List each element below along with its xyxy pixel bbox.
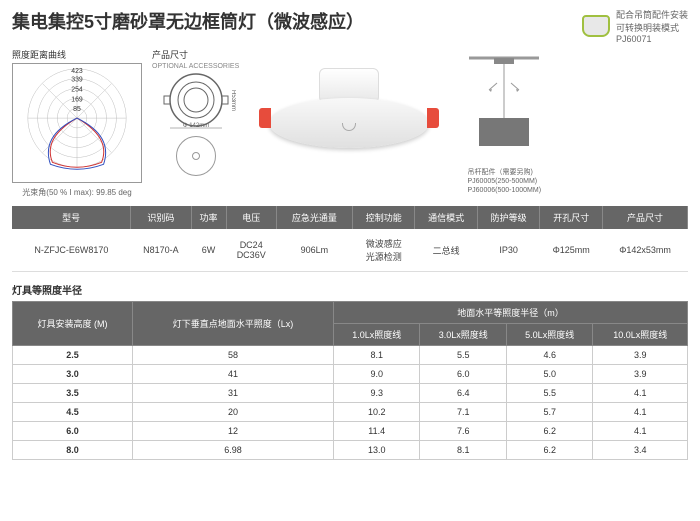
svg-text:Φ 142mm: Φ 142mm [182, 123, 208, 129]
illum-cell: 3.9 [593, 365, 688, 384]
spec-cell: 二总线 [415, 229, 477, 272]
spec-header: 开孔尺寸 [540, 206, 603, 229]
svg-text:254: 254 [71, 87, 83, 94]
illum-cell: 5.5 [420, 346, 506, 365]
illum-cell: 6.4 [420, 384, 506, 403]
illum-cell: 8.1 [420, 441, 506, 460]
pendant-code-1: PJ60006(500-1000MM) [467, 186, 541, 195]
illum-cell: 41 [133, 365, 334, 384]
illum-cell: 3.9 [593, 346, 688, 365]
polar-label: 照度距离曲线 [12, 48, 66, 61]
accessory-line1: 配合吊筒配件安装 [616, 8, 688, 21]
spec-cell: N8170-A [131, 229, 191, 272]
table-row: 3.0419.06.05.03.9 [13, 365, 688, 384]
illum-subhead: 3.0Lx照度线 [420, 324, 506, 346]
svg-text:169: 169 [71, 96, 83, 103]
illum-cell: 4.5 [13, 403, 133, 422]
svg-text:H53mm: H53mm [230, 90, 236, 111]
illum-subhead: 10.0Lx照度线 [593, 324, 688, 346]
illum-cell: 5.0 [506, 365, 592, 384]
illum-cell: 6.0 [13, 422, 133, 441]
illum-cell: 4.1 [593, 403, 688, 422]
illum-cell: 6.0 [420, 365, 506, 384]
spec-cell: 微波感应 光源检测 [352, 229, 414, 272]
spec-cell: 906Lm [276, 229, 352, 272]
accessory-line2: 可转换明装模式 [616, 21, 688, 34]
illum-cell: 7.6 [420, 422, 506, 441]
spec-cell: N-ZFJC-E6W8170 [12, 229, 131, 272]
illuminance-table: 灯具安装高度 (M) 灯下垂直点地面水平照度（Lx) 地面水平等照度半径（m） … [12, 301, 688, 460]
spec-cell: DC24 DC36V [226, 229, 276, 272]
illum-cell: 11.4 [333, 422, 419, 441]
illum-cell: 4.6 [506, 346, 592, 365]
dim-bottom-view [176, 136, 216, 176]
illum-cell: 4.1 [593, 384, 688, 403]
spec-header: 产品尺寸 [603, 206, 688, 229]
product-photo [249, 48, 449, 178]
illum-h3: 地面水平等照度半径（m） [333, 302, 687, 324]
illum-cell: 5.5 [506, 384, 592, 403]
pendant-block: 吊杆配件（需要另购) PJ60005(250-500MM) PJ60006(50… [459, 48, 549, 195]
spec-header: 防护等级 [477, 206, 539, 229]
illum-cell: 31 [133, 384, 334, 403]
illum-cell: 9.0 [333, 365, 419, 384]
polar-chart-block: 照度距离曲线 85 169 254 339 423 [12, 48, 142, 198]
spec-header: 型号 [12, 206, 131, 229]
table-row: 4.52010.27.15.74.1 [13, 403, 688, 422]
illum-h2: 灯下垂直点地面水平照度（Lx) [133, 302, 334, 346]
spec-cell: Φ142x53mm [603, 229, 688, 272]
table-row: 8.06.9813.08.16.23.4 [13, 441, 688, 460]
illum-cell: 20 [133, 403, 334, 422]
illum-cell: 8.1 [333, 346, 419, 365]
polar-caption: 光束角(50 % I max): 99.85 deg [22, 187, 131, 198]
illum-h1: 灯具安装高度 (M) [13, 302, 133, 346]
accessory-info: 配合吊筒配件安装 可转换明装模式 PJ60071 [582, 8, 688, 44]
table-row: 2.5588.15.54.63.9 [13, 346, 688, 365]
spec-cell: Φ125mm [540, 229, 603, 272]
illum-cell: 7.1 [420, 403, 506, 422]
illum-subhead: 5.0Lx照度线 [506, 324, 592, 346]
spec-header: 通信模式 [415, 206, 477, 229]
page-title: 集电集控5寸磨砂罩无边框筒灯（微波感应） [12, 8, 364, 34]
illum-subhead: 1.0Lx照度线 [333, 324, 419, 346]
spec-cell: IP30 [477, 229, 539, 272]
spec-header: 控制功能 [352, 206, 414, 229]
accessory-icon [582, 15, 610, 37]
dim-sublabel: OPTIONAL ACCESSORIES [152, 63, 239, 70]
illum-cell: 9.3 [333, 384, 419, 403]
svg-text:85: 85 [73, 106, 81, 113]
illum-cell: 3.4 [593, 441, 688, 460]
illum-cell: 2.5 [13, 346, 133, 365]
dim-label: 产品尺寸 [152, 48, 188, 61]
pendant-code-0: PJ60005(250-500MM) [467, 177, 541, 186]
spec-header: 功率 [191, 206, 226, 229]
illum-cell: 3.5 [13, 384, 133, 403]
accessory-code: PJ60071 [616, 34, 688, 44]
svg-text:423: 423 [71, 68, 83, 75]
spec-header: 应急光通量 [276, 206, 352, 229]
table-row: 3.5319.36.45.54.1 [13, 384, 688, 403]
illum-cell: 10.2 [333, 403, 419, 422]
spec-table: 型号识别码功率电压应急光通量控制功能通信模式防护等级开孔尺寸产品尺寸 N-ZFJ… [12, 206, 688, 272]
illum-cell: 6.2 [506, 441, 592, 460]
spec-cell: 6W [191, 229, 226, 272]
illum-cell: 58 [133, 346, 334, 365]
illum-cell: 5.7 [506, 403, 592, 422]
illum-cell: 8.0 [13, 441, 133, 460]
spec-header: 识别码 [131, 206, 191, 229]
svg-text:339: 339 [71, 77, 83, 84]
illum-cell: 4.1 [593, 422, 688, 441]
illum-cell: 3.0 [13, 365, 133, 384]
illum-cell: 6.98 [133, 441, 334, 460]
illum-cell: 6.2 [506, 422, 592, 441]
illum-title: 灯具等照度半径 [12, 282, 688, 297]
dimension-block: 产品尺寸 OPTIONAL ACCESSORIES Φ 142mm H53mm [152, 48, 239, 176]
table-row: 6.01211.47.66.24.1 [13, 422, 688, 441]
illum-cell: 13.0 [333, 441, 419, 460]
pendant-label: 吊杆配件（需要另购) [467, 168, 541, 177]
spec-header: 电压 [226, 206, 276, 229]
illum-cell: 12 [133, 422, 334, 441]
